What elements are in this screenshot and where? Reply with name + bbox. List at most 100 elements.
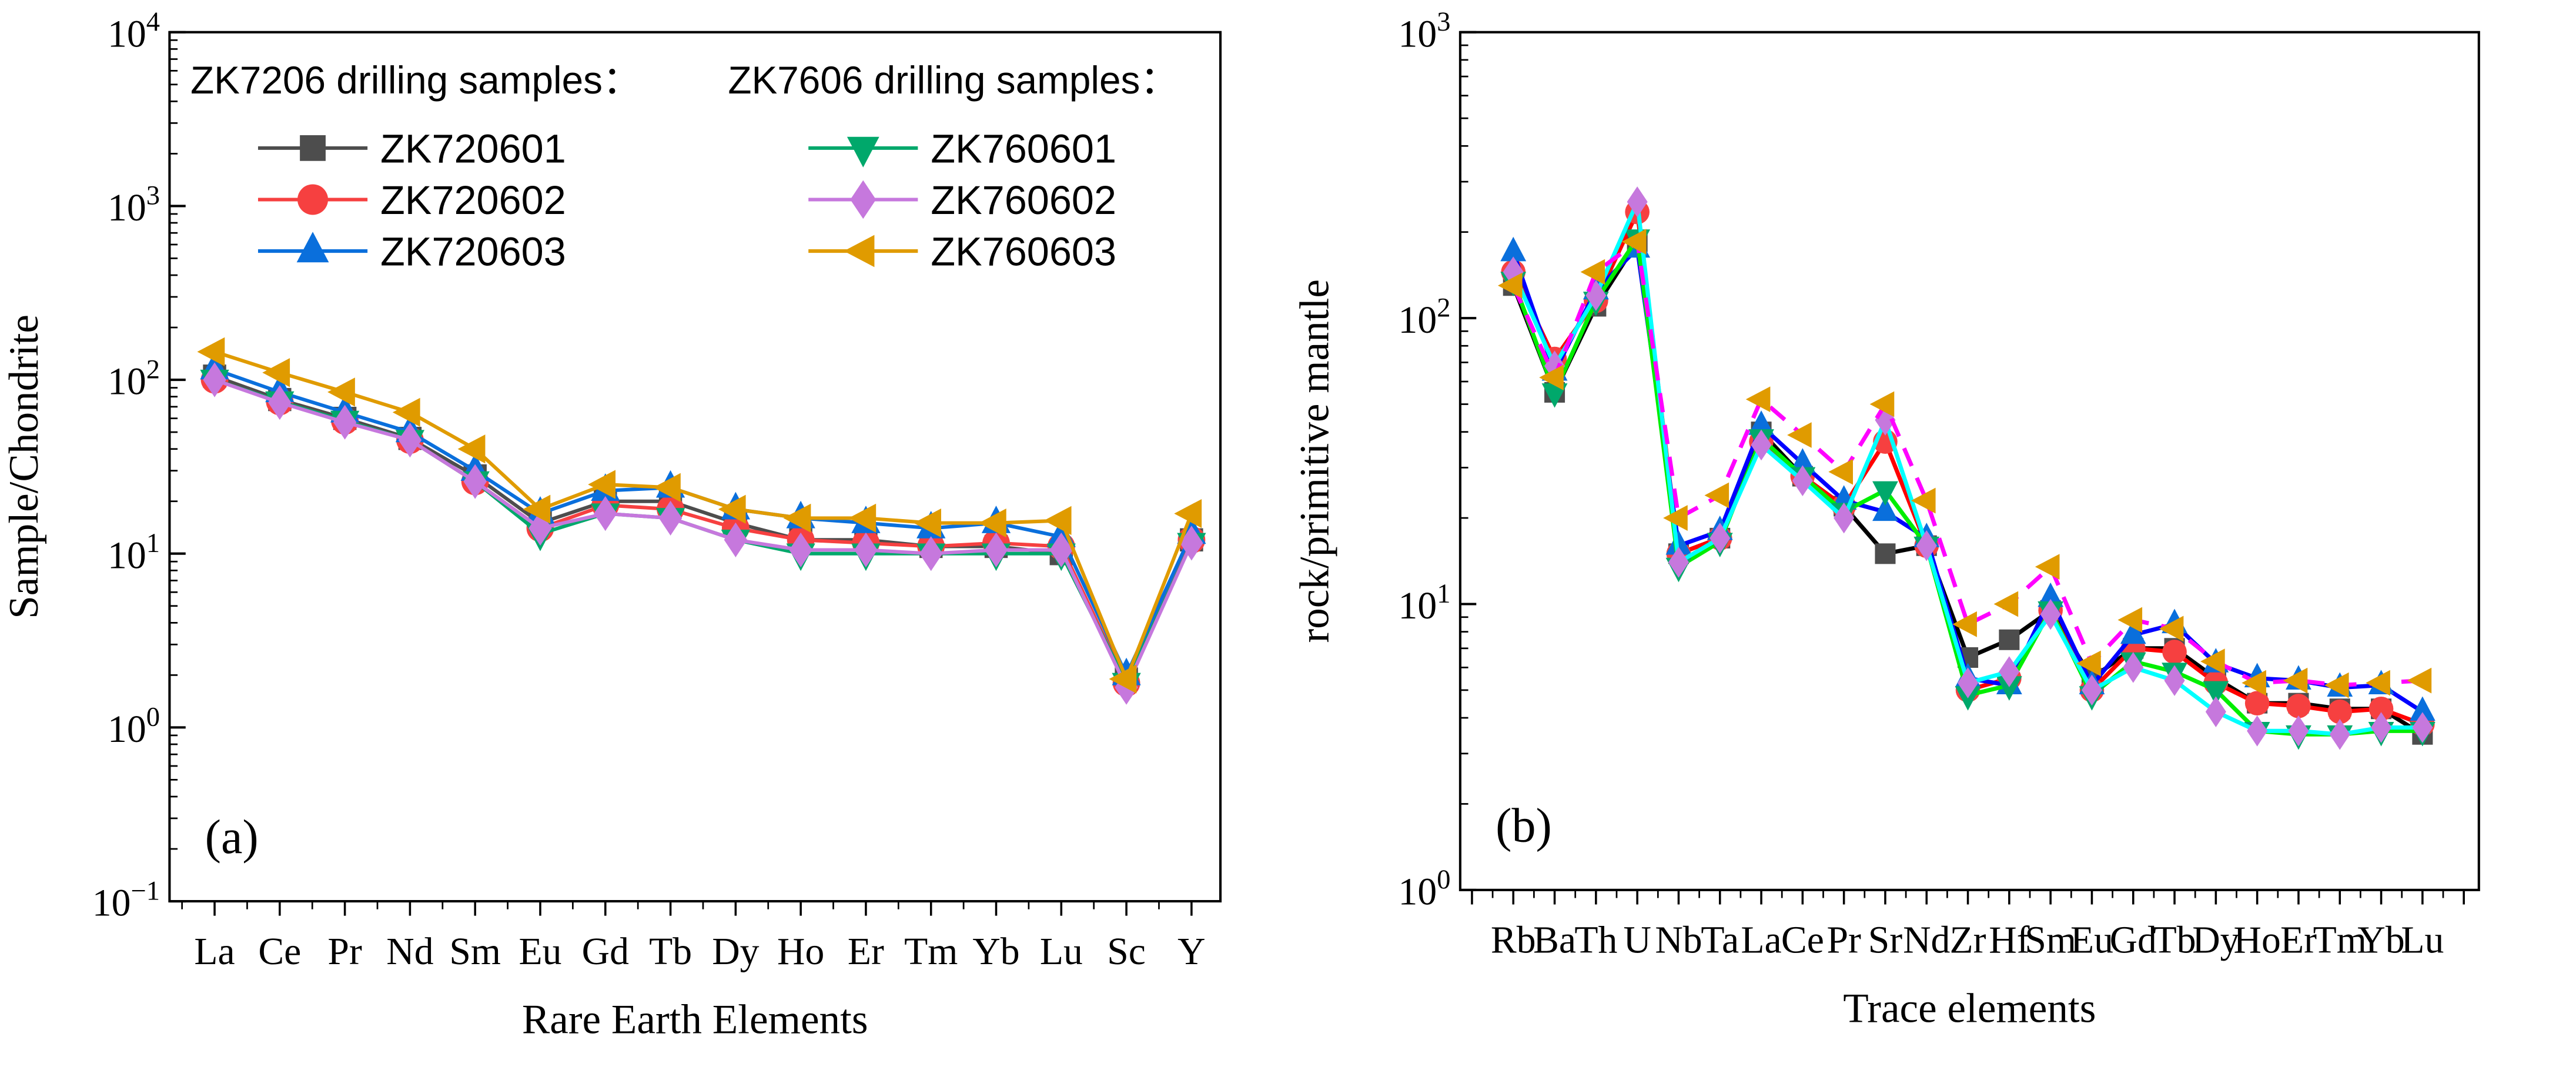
x-tick-label: Eu bbox=[519, 930, 562, 973]
legend-item: ZK720602 bbox=[257, 178, 566, 223]
data-point bbox=[203, 362, 226, 397]
data-point bbox=[1999, 656, 2020, 687]
y-tick-label: 100 bbox=[1399, 865, 1451, 913]
data-point bbox=[2283, 667, 2308, 694]
data-point bbox=[2366, 670, 2390, 696]
x-tick-label: Rb bbox=[1491, 919, 1536, 962]
data-point bbox=[1541, 383, 1568, 408]
data-point bbox=[197, 337, 225, 366]
data-point bbox=[1875, 543, 1896, 564]
data-point bbox=[262, 358, 290, 387]
x-tick-label: Sr bbox=[1868, 919, 1903, 962]
x-tick-label: Hf bbox=[1989, 919, 2029, 962]
x-tick-label: Sm bbox=[2025, 919, 2076, 962]
data-point bbox=[1751, 429, 1772, 461]
data-point bbox=[2288, 715, 2309, 747]
series-ZK760603 bbox=[197, 337, 1202, 694]
data-point bbox=[1049, 532, 1073, 568]
data-point bbox=[1787, 422, 1812, 448]
legend-marker bbox=[847, 136, 879, 168]
data-point bbox=[978, 509, 1006, 538]
data-point bbox=[724, 522, 748, 557]
data-point bbox=[1955, 686, 1981, 711]
panel-label: (b) bbox=[1496, 799, 1552, 852]
x-tick-label: Y bbox=[1177, 930, 1205, 973]
data-point bbox=[914, 509, 941, 538]
x-tick-label: Er bbox=[2280, 919, 2317, 962]
x-axis-title: Trace elements bbox=[1843, 985, 2096, 1031]
x-tick-label: Er bbox=[848, 930, 884, 973]
x-tick-label: La bbox=[194, 930, 235, 973]
data-point bbox=[2242, 670, 2266, 696]
data-point bbox=[2203, 681, 2229, 706]
legend-marker bbox=[296, 232, 329, 263]
data-point bbox=[919, 536, 943, 571]
y-tick-label: 104 bbox=[108, 7, 160, 55]
data-point bbox=[2076, 650, 2101, 677]
x-tick-label: Ta bbox=[1701, 919, 1739, 962]
y-tick-label: 101 bbox=[1399, 579, 1451, 627]
data-point bbox=[2329, 718, 2350, 750]
data-point bbox=[333, 404, 357, 440]
data-point bbox=[1828, 459, 1853, 485]
data-point bbox=[2200, 648, 2225, 674]
data-point bbox=[594, 496, 617, 531]
y-tick-label: 100 bbox=[108, 703, 160, 751]
data-point bbox=[1952, 611, 1977, 637]
data-point bbox=[1993, 591, 2019, 617]
legend-item: ZK720601 bbox=[257, 126, 566, 171]
x-tick-label: Tb bbox=[2153, 919, 2196, 962]
data-point bbox=[1999, 629, 2020, 650]
x-tick-label: Tb bbox=[649, 930, 692, 973]
data-point bbox=[1621, 229, 1647, 255]
data-point bbox=[2038, 582, 2064, 607]
series-ZK760602 bbox=[1503, 186, 2433, 750]
data-point bbox=[848, 503, 876, 533]
data-point bbox=[1916, 530, 1937, 561]
data-point bbox=[718, 494, 746, 524]
x-tick-label: Nb bbox=[1655, 919, 1702, 962]
plot-frame bbox=[168, 31, 1222, 903]
x-tick-label: Ho bbox=[777, 930, 824, 973]
data-point bbox=[1539, 364, 1564, 390]
x-tick-label: Pr bbox=[1826, 919, 1861, 962]
data-point bbox=[2412, 712, 2433, 743]
legend-item: ZK760603 bbox=[808, 229, 1116, 275]
legend-item: ZK760602 bbox=[808, 178, 1116, 223]
legend-label: ZK720603 bbox=[380, 229, 566, 275]
x-tick-label: Tm bbox=[904, 930, 958, 973]
data-point bbox=[457, 434, 486, 464]
data-point bbox=[2247, 715, 2268, 747]
x-tick-label: Lu bbox=[1040, 930, 1083, 973]
series-ZK760603 bbox=[1497, 229, 2432, 698]
x-tick-label: Dy bbox=[712, 930, 759, 973]
legend-label: ZK720601 bbox=[380, 126, 566, 171]
data-point bbox=[658, 500, 683, 536]
data-point bbox=[2324, 672, 2349, 698]
x-tick-label: Gd bbox=[582, 930, 629, 973]
y-axis-title: Sample/Chondrite bbox=[1, 315, 47, 619]
data-point bbox=[2159, 616, 2184, 642]
data-point bbox=[2327, 699, 2353, 724]
data-point bbox=[1500, 236, 1527, 262]
data-point bbox=[1665, 530, 1692, 555]
data-point bbox=[392, 397, 420, 427]
data-point bbox=[783, 503, 811, 533]
y-tick-label: 102 bbox=[108, 354, 160, 403]
x-tick-label: Nd bbox=[1903, 919, 1950, 962]
legend-marker bbox=[850, 180, 876, 219]
data-point bbox=[653, 473, 681, 502]
x-tick-label: Ho bbox=[2234, 919, 2281, 962]
series-line bbox=[214, 350, 1193, 684]
data-point bbox=[984, 532, 1008, 568]
data-point bbox=[2040, 598, 2061, 630]
legend-marker bbox=[297, 184, 329, 215]
x-tick-label: Sc bbox=[1107, 930, 1146, 973]
data-point bbox=[1497, 272, 1523, 299]
x-tick-label: Ba bbox=[1533, 919, 1576, 962]
legend-label: ZK760602 bbox=[931, 178, 1116, 223]
data-point bbox=[2244, 691, 2270, 715]
data-point bbox=[1872, 481, 1898, 506]
